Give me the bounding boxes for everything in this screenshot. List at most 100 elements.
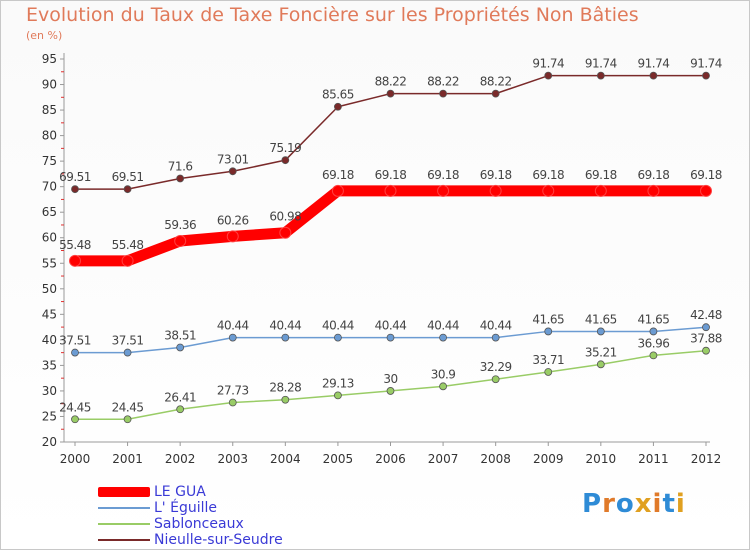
data-point xyxy=(594,184,607,197)
series-sablonceaux: 24.45 24.45 26.41 27.73 28.28 29.13 30 30.9 32.2… xyxy=(59,332,722,424)
data-label: 29.13 xyxy=(322,376,354,390)
data-point xyxy=(542,184,555,197)
data-label: 69.51 xyxy=(59,170,91,184)
data-label: 40.44 xyxy=(269,319,301,333)
data-label: 24.45 xyxy=(59,400,91,414)
legend-label: L' Éguille xyxy=(154,500,217,516)
data-label: 69.51 xyxy=(112,170,144,184)
y-tick-label: 85 xyxy=(42,103,57,117)
data-point xyxy=(596,360,605,369)
data-point xyxy=(228,333,237,342)
data-point xyxy=(649,71,658,80)
data-point xyxy=(386,387,395,395)
data-label: 27.73 xyxy=(217,384,249,398)
data-point xyxy=(71,348,79,357)
data-point xyxy=(437,184,450,197)
data-label: 40.44 xyxy=(480,319,512,333)
chart-title: Evolution du Taux de Taxe Foncière sur l… xyxy=(26,4,639,26)
data-point xyxy=(702,71,710,80)
data-point xyxy=(71,415,79,424)
data-label: 40.44 xyxy=(217,319,249,333)
logo-letter: P xyxy=(582,489,603,519)
legend-swatch xyxy=(98,523,150,525)
data-label: 75.19 xyxy=(269,141,301,155)
data-label: 69.18 xyxy=(480,168,512,182)
data-label: 85.65 xyxy=(322,88,354,102)
data-label: 91.74 xyxy=(637,57,669,71)
data-point xyxy=(176,174,185,183)
data-label: 26.41 xyxy=(164,390,196,404)
data-label: 73.01 xyxy=(217,152,249,166)
logo-letter: t xyxy=(662,489,676,519)
data-point xyxy=(439,89,447,98)
data-point xyxy=(228,167,237,176)
data-point xyxy=(439,382,447,391)
data-point xyxy=(649,327,658,336)
logo-letter: o xyxy=(615,489,635,519)
series-nieulle-sur-seudre: 69.51 69.51 71.6 73.01 75.19 85.65 88.22 88.22 8… xyxy=(59,57,722,194)
legend-label: Sablonceaux xyxy=(154,516,244,532)
logo-letter: i xyxy=(675,489,686,519)
proxiti-logo: Proxiti xyxy=(582,489,686,519)
data-point xyxy=(596,71,605,80)
y-tick-label: 95 xyxy=(42,52,57,66)
data-point xyxy=(281,156,290,165)
data-point xyxy=(596,327,605,336)
x-tick-label: 2003 xyxy=(217,452,248,466)
data-label: 28.28 xyxy=(269,381,301,395)
series-le-gua: 55.48 55.48 59.36 60.26 60.98 69.18 69.18 69.18… xyxy=(59,168,722,267)
x-tick-label: 2008 xyxy=(480,452,511,466)
data-point xyxy=(702,346,710,355)
x-tick-label: 2006 xyxy=(375,452,406,466)
data-point xyxy=(69,254,81,267)
data-label: 60.26 xyxy=(217,213,249,227)
data-point xyxy=(334,391,342,400)
data-label: 88.22 xyxy=(375,75,407,89)
y-tick-label: 45 xyxy=(42,307,57,321)
data-point xyxy=(334,333,342,342)
data-label: 69.18 xyxy=(375,168,407,182)
y-tick-label: 30 xyxy=(42,384,57,398)
y-tick-label: 90 xyxy=(42,78,57,92)
data-label: 69.18 xyxy=(690,168,722,182)
data-label: 40.44 xyxy=(322,319,354,333)
data-point xyxy=(281,395,290,404)
data-point xyxy=(123,415,132,424)
data-label: 42.48 xyxy=(690,308,722,322)
data-label: 38.51 xyxy=(164,328,196,342)
data-point xyxy=(491,333,500,342)
data-point xyxy=(489,184,502,197)
data-label: 88.22 xyxy=(427,75,459,89)
x-tick-label: 2009 xyxy=(533,452,564,466)
data-point xyxy=(174,235,187,248)
data-label: 35.21 xyxy=(585,345,617,359)
y-tick-label: 80 xyxy=(42,129,57,143)
x-tick-label: 2000 xyxy=(60,452,91,466)
data-point xyxy=(281,333,290,342)
data-point xyxy=(123,348,132,357)
data-point xyxy=(491,89,500,98)
data-label: 91.74 xyxy=(585,57,617,71)
y-axis-unit-label: (en %) xyxy=(26,29,63,42)
y-tick-label: 55 xyxy=(42,256,57,270)
data-point xyxy=(176,405,185,414)
data-label: 41.65 xyxy=(585,312,617,326)
data-point xyxy=(331,184,344,197)
data-label: 88.22 xyxy=(480,75,512,89)
data-label: 24.45 xyxy=(112,400,144,414)
data-point xyxy=(121,254,134,267)
data-label: 41.65 xyxy=(637,312,669,326)
data-point xyxy=(491,375,500,384)
data-point xyxy=(649,351,658,360)
data-label: 36.96 xyxy=(637,336,669,350)
y-tick-label: 40 xyxy=(42,333,57,347)
data-label: 33.71 xyxy=(532,353,564,367)
data-label: 40.44 xyxy=(375,319,407,333)
data-label: 37.88 xyxy=(690,332,722,346)
data-point xyxy=(334,102,342,111)
y-tick-label: 75 xyxy=(42,154,57,168)
x-tick-label: 2005 xyxy=(323,452,354,466)
legend-swatch xyxy=(98,487,150,497)
data-point xyxy=(386,333,395,342)
